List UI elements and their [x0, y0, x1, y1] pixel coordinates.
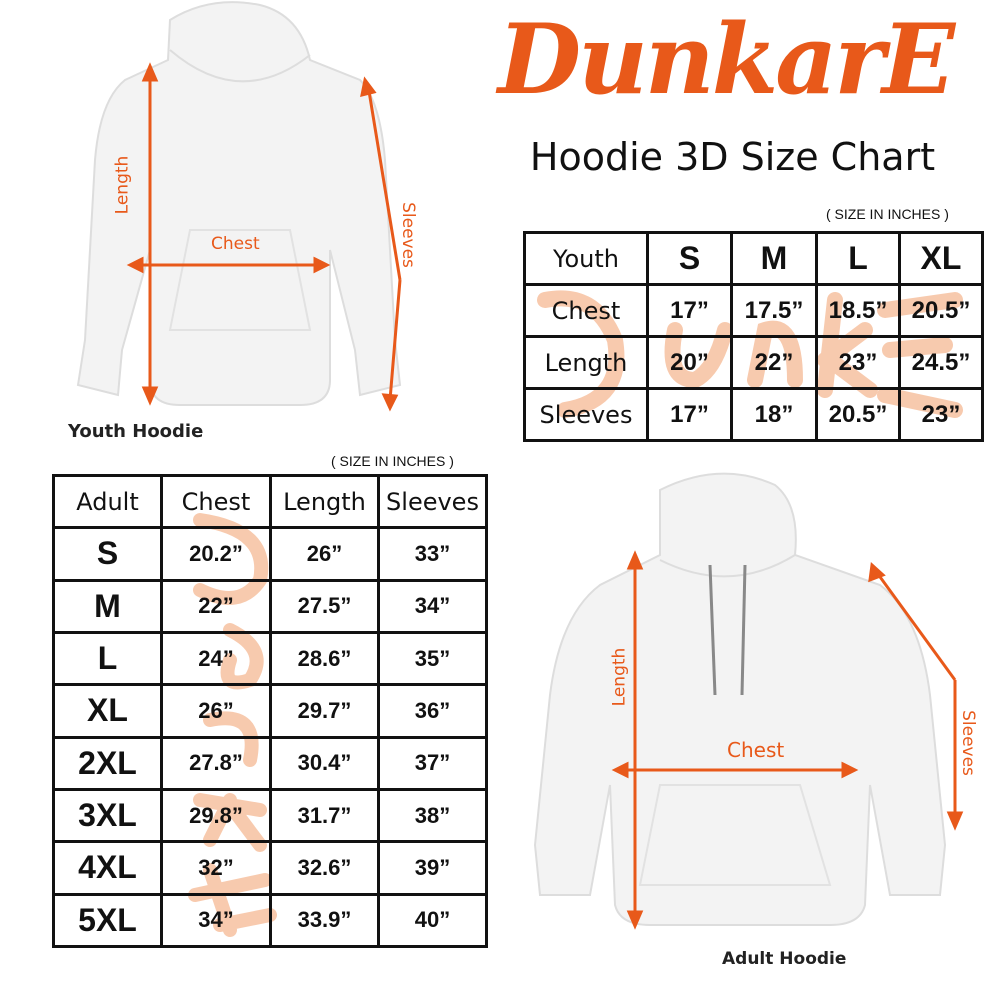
table-cell: 22” — [160, 578, 272, 634]
adult-length-label: Length — [609, 647, 630, 707]
column-header: S — [646, 231, 733, 286]
table-cell: 26” — [160, 683, 272, 739]
table-cell: 40” — [377, 892, 488, 949]
table-row: M 22” 27.5” 34” — [52, 578, 488, 634]
table-row: XL 26” 29.7” 36” — [52, 683, 488, 739]
brand-logo: DunkarE — [497, 3, 955, 116]
table-cell: 34” — [160, 892, 272, 949]
table-cell: 39” — [377, 840, 488, 896]
table-cell: 17” — [646, 387, 733, 442]
table-cell: 38” — [377, 787, 488, 844]
adult-hoodie-caption: Adult Hoodie — [722, 949, 847, 969]
table-cell: 20.5” — [815, 387, 901, 442]
column-header: Sleeves — [377, 473, 488, 530]
column-header: M — [730, 231, 818, 286]
table-cell: 23” — [898, 387, 984, 442]
column-header: Chest — [160, 473, 272, 530]
table-cell: 32” — [160, 840, 272, 896]
youth-length-label: Length — [112, 155, 133, 215]
column-header: Length — [269, 473, 380, 530]
table-cell: 18.5” — [815, 283, 901, 338]
table-cell: 33.9” — [269, 892, 380, 949]
table-row: 3XL 29.8” 31.7” 38” — [52, 787, 488, 844]
table-cell: 29.8” — [160, 787, 272, 844]
row-header: XL — [52, 683, 163, 739]
youth-size-table: Youth S M L XL Chest 17” 17.5” 18.5” 20.5” Length 2… — [523, 231, 984, 442]
table-cell: 27.5” — [269, 578, 380, 634]
table-cell: 27.8” — [160, 735, 272, 791]
youth-hoodie-caption: Youth Hoodie — [68, 421, 204, 442]
column-header: L — [815, 231, 901, 286]
adult-chest-label: Chest — [727, 738, 785, 762]
table-row: L 24” 28.6” 35” — [52, 630, 488, 687]
youth-hoodie-image — [76, 1, 402, 412]
table-cell: 28.6” — [269, 630, 380, 687]
table-row: 2XL 27.8” 30.4” 37” — [52, 735, 488, 791]
table-cell: 37” — [377, 735, 488, 791]
row-header: L — [52, 630, 163, 687]
table-cell: 24.5” — [898, 335, 984, 390]
table-cell: 17” — [646, 283, 733, 338]
table-cell: 20.2” — [160, 526, 272, 582]
table-cell: 31.7” — [269, 787, 380, 844]
table-cell: 36” — [377, 683, 488, 739]
column-header: Adult — [52, 473, 163, 530]
table-cell: 23” — [815, 335, 901, 390]
table-row: 4XL 32” 32.6” 39” — [52, 840, 488, 896]
table-cell: 29.7” — [269, 683, 380, 739]
row-header: M — [52, 578, 163, 634]
table-cell: 32.6” — [269, 840, 380, 896]
table-header-row: Adult Chest Length Sleeves — [52, 473, 488, 530]
table-row: Length 20” 22” 23” 24.5” — [523, 335, 984, 390]
table-cell: 26” — [269, 526, 380, 582]
row-header: Chest — [523, 283, 649, 338]
row-header: Sleeves — [523, 387, 649, 442]
table-cell: 35” — [377, 630, 488, 687]
table-cell: 18” — [730, 387, 818, 442]
youth-unit-note: ( SIZE IN INCHES ) — [826, 206, 949, 222]
table-header-row: Youth S M L XL — [523, 231, 984, 286]
adult-size-table: Adult Chest Length Sleeves S 20.2” 26” 33” M 22” 2… — [52, 473, 488, 949]
page-title: Hoodie 3D Size Chart — [529, 135, 936, 179]
table-cell: 34” — [377, 578, 488, 634]
table-cell: 30.4” — [269, 735, 380, 791]
table-cell: 22” — [730, 335, 818, 390]
column-header: XL — [898, 231, 984, 286]
table-row: Sleeves 17” 18” 20.5” 23” — [523, 387, 984, 442]
table-cell: 33” — [377, 526, 488, 582]
adult-unit-note: ( SIZE IN INCHES ) — [331, 453, 454, 469]
youth-sleeves-label: Sleeves — [397, 202, 418, 268]
row-header: Length — [523, 335, 649, 390]
row-header: 2XL — [52, 735, 163, 791]
row-header: 4XL — [52, 840, 163, 896]
table-cell: 20.5” — [898, 283, 984, 338]
adult-hoodie-image — [533, 472, 964, 930]
row-header: S — [52, 526, 163, 582]
row-header: 5XL — [52, 892, 163, 949]
adult-sleeves-label: Sleeves — [957, 710, 978, 776]
table-row: S 20.2” 26” 33” — [52, 526, 488, 582]
table-row: Chest 17” 17.5” 18.5” 20.5” — [523, 283, 984, 338]
table-cell: 20” — [646, 335, 733, 390]
table-row: 5XL 34” 33.9” 40” — [52, 892, 488, 949]
row-header: 3XL — [52, 787, 163, 844]
column-header: Youth — [523, 231, 649, 286]
table-cell: 24” — [160, 630, 272, 687]
table-cell: 17.5” — [730, 283, 818, 338]
youth-chest-label: Chest — [211, 234, 260, 254]
